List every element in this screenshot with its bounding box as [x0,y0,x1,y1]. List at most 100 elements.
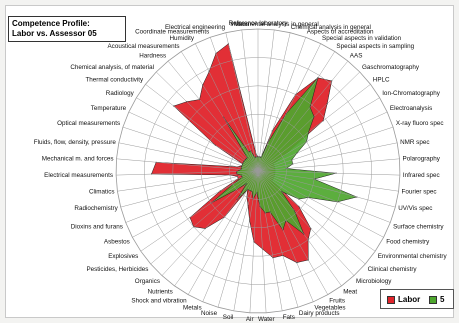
legend-label-assessor: 5 [440,295,445,304]
axis-label-11: X-ray fluoro spec [396,120,444,127]
axis-label-23: Fruits [329,297,345,304]
spoke-11 [257,126,394,172]
spoke-49 [167,60,259,172]
axis-label-36: Explosives [108,253,138,260]
axis-label-30: Noise [201,310,218,317]
spoke-43 [118,142,259,172]
axis-label-41: Electrical measurements [44,172,113,179]
spoke-52 [210,37,259,172]
spoke-32 [187,170,259,295]
axis-label-17: Surface chemistry [393,224,444,231]
axis-label-50: Acoustical measurements [107,43,179,50]
spoke-17 [257,170,391,223]
spoke-31 [202,170,259,302]
spoke-27 [257,170,267,313]
legend-swatch-assessor [429,296,437,304]
axis-label-29: Soil [223,314,234,321]
spoke-34 [161,170,259,276]
legend-swatch-labor [387,296,395,304]
spoke-9 [257,97,380,172]
axis-label-4: Special aspects in validation [322,35,402,42]
axis-label-27: Water [258,316,275,323]
spoke-20 [257,170,366,265]
spoke-42 [116,158,259,172]
axis-label-3: Aspects of accreditation [307,28,374,35]
axis-label-13: Polarography [403,156,441,163]
spoke-7 [257,71,360,172]
legend-label-labor: Labor [398,295,421,304]
axis-label-21: Microbiology [356,278,392,285]
spoke-47 [145,84,259,172]
axis-label-9: Ion-Chromatography [382,90,441,97]
spoke-2 [257,32,291,172]
axis-label-49: Hardness [139,53,166,60]
spoke-19 [257,170,376,252]
spoke-40 [117,170,259,192]
axis-label-14: Infrared spec [403,172,440,179]
axis-label-44: Optical measurements [57,120,120,127]
axis-label-1: Instrumental analysis in general [230,21,319,28]
spoke-29 [233,170,259,311]
spoke-46 [136,97,259,172]
axis-label-7: Gaschromatography [362,64,420,71]
spoke-18 [257,170,384,238]
axis-label-8: HPLC [373,77,390,84]
spoke-37 [132,170,259,238]
grid-ring [172,85,344,257]
axis-label-2: Chemical analysis in general [291,24,371,31]
spoke-44 [122,126,259,172]
spoke-33 [174,170,259,287]
spoke-13 [257,158,400,172]
axis-label-10: Electroanalysis [390,105,432,112]
axis-label-12: NMR spec [400,139,429,146]
spoke-1 [257,29,275,172]
axis-label-34: Organics [135,278,160,285]
axis-label-18: Food chemistry [386,239,430,246]
axis-label-47: Thermal conductivity [85,77,144,84]
spoke-12 [257,142,398,172]
spoke-24 [257,170,314,302]
axis-label-0: Reference laboratory [229,20,289,27]
chart-title-line-1: Competence Profile: [12,19,90,28]
axis-label-43: Fluids, flow, density, pressure [34,139,117,146]
spoke-25 [257,170,299,308]
spoke-6 [257,60,349,172]
grid-ring [200,113,316,228]
grid-ring [144,57,372,285]
axis-label-37: Asbestos [104,239,130,246]
axis-label-38: Dioxins and furans [71,224,123,231]
axis-label-35: Pesticides, Herbicides [86,266,148,273]
spoke-26 [257,170,283,311]
spoke-14 [257,170,400,176]
axis-label-52: Coordinate measurements [135,28,209,35]
spoke-41 [116,170,259,176]
axis-label-31: Metals [183,305,202,312]
axis-label-16: UV/Vis spec [398,205,432,212]
spoke-15 [257,170,399,192]
axis-label-6: AAS [350,53,363,60]
axis-label-26: Fats [283,314,295,321]
spoke-21 [257,170,355,276]
axis-label-32: Shock and vibration [131,297,187,304]
spoke-30 [217,170,259,308]
chart-title: Competence Profile: Labor vs. Assessor 0… [8,16,126,42]
spoke-23 [257,170,329,295]
series-labor-group [150,43,333,264]
spoke-53 [225,32,259,172]
axis-label-39: Radiochemistry [74,205,118,212]
spoke-48 [156,71,259,172]
spoke-35 [150,170,259,265]
axis-label-54: Mass [234,21,249,28]
axis-label-28: Air [246,316,254,323]
axis-label-46: Radiology [106,90,135,97]
chart-title-line-2: Labor vs. Assessor 05 [12,29,97,38]
axis-label-48: Chemical analysis, of material [70,64,154,71]
spoke-50 [180,51,259,172]
spoke-36 [140,170,259,252]
spoke-22 [257,170,342,287]
spoke-10 [257,111,388,172]
axis-label-15: Fourier spec [402,189,437,196]
axis-label-20: Clinical chemistry [368,266,418,273]
grid-ring [229,142,287,200]
